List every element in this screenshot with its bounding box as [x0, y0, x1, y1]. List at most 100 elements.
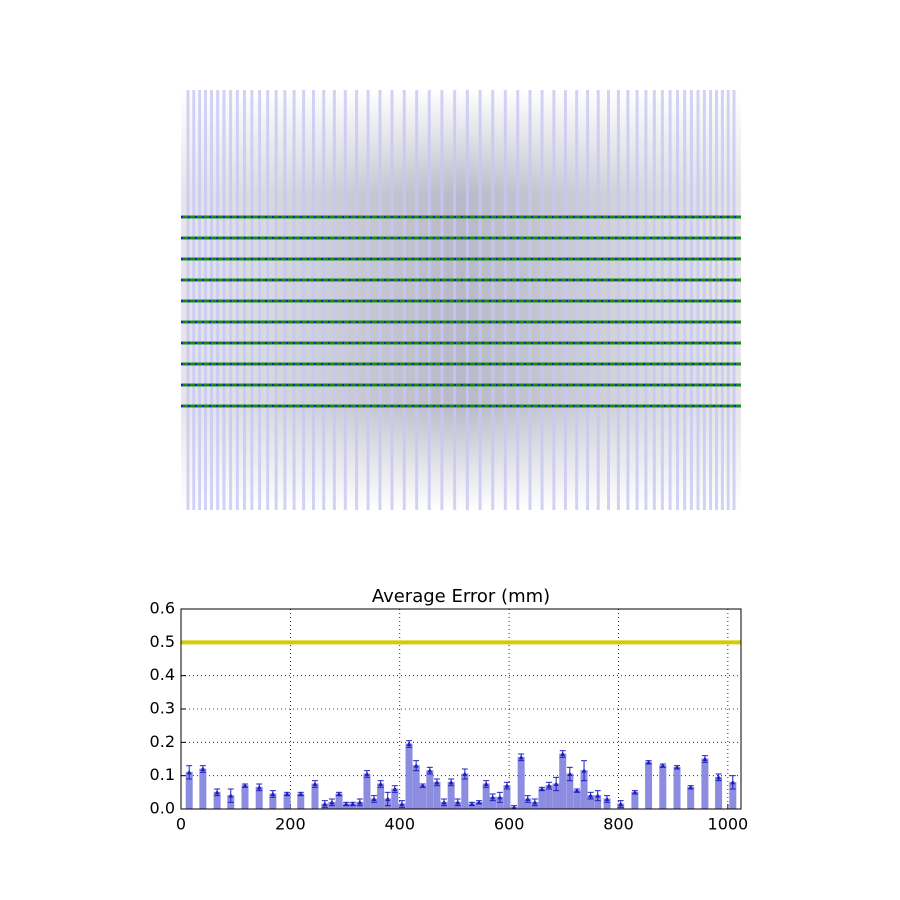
bar: [659, 765, 667, 810]
point-marker: [378, 781, 384, 786]
point-marker: [595, 793, 601, 798]
point-marker: [660, 763, 666, 768]
bar: [715, 776, 723, 810]
axes-frame: [180, 608, 742, 810]
point-marker: [392, 786, 398, 791]
point-marker: [688, 784, 694, 790]
point-marker: [228, 793, 234, 798]
point-marker: [504, 783, 510, 788]
point-marker: [364, 771, 370, 776]
point-marker: [399, 801, 405, 806]
image-panel: [181, 90, 741, 510]
bar: [199, 768, 207, 810]
point-marker: [483, 781, 489, 786]
point-marker: [618, 801, 624, 806]
bar: [631, 791, 639, 810]
point-marker: [518, 754, 524, 760]
point-marker: [270, 791, 276, 796]
bar: [673, 766, 681, 810]
point-marker: [525, 796, 531, 801]
point-marker: [371, 796, 377, 801]
x-tick-label: 200: [275, 815, 306, 834]
bar: [241, 785, 249, 810]
bar: [297, 793, 305, 810]
x-tick-label: 400: [384, 815, 415, 834]
chart-title: Average Error (mm): [372, 586, 550, 607]
bar: [419, 785, 427, 810]
x-tick-label: 1000: [708, 815, 749, 834]
bar: [426, 770, 434, 810]
point-marker: [646, 759, 652, 765]
point-marker: [674, 764, 680, 770]
point-marker: [511, 804, 517, 810]
y-tick-label: 0.6: [150, 599, 175, 618]
point-marker: [434, 779, 440, 785]
bar: [363, 773, 371, 810]
point-marker: [413, 763, 419, 768]
point-marker: [284, 791, 290, 796]
bar: [701, 758, 709, 810]
point-marker: [312, 781, 318, 786]
y-tick-label: 0.5: [150, 632, 175, 651]
y-tick-label: 0.0: [150, 799, 175, 818]
point-marker: [242, 783, 248, 788]
point-marker: [441, 799, 447, 805]
point-marker: [256, 784, 262, 790]
point-marker: [539, 786, 545, 791]
point-marker: [716, 774, 722, 780]
bar: [335, 793, 343, 810]
point-marker: [730, 779, 736, 785]
point-marker: [186, 769, 192, 775]
point-marker: [604, 796, 610, 801]
point-marker: [581, 768, 587, 773]
point-marker: [469, 801, 475, 806]
bar: [538, 788, 546, 810]
x-tick-label: 800: [603, 815, 634, 834]
bar: [559, 753, 567, 810]
bar: [573, 790, 581, 810]
point-marker: [200, 766, 206, 771]
point-marker: [574, 788, 580, 793]
y-tick-label: 0.3: [150, 699, 175, 718]
point-marker: [632, 789, 638, 795]
point-marker: [532, 799, 538, 805]
bar: [433, 781, 441, 810]
y-tick-label: 0.2: [150, 732, 175, 751]
bar: [447, 781, 455, 810]
point-marker: [329, 799, 335, 805]
point-marker: [560, 751, 566, 756]
point-marker: [385, 796, 391, 801]
point-marker: [455, 799, 461, 805]
point-marker: [427, 768, 433, 773]
point-marker: [350, 801, 356, 806]
x-tick-label: 600: [494, 815, 525, 834]
bar: [645, 761, 653, 810]
point-marker: [546, 783, 552, 788]
bar: [412, 765, 420, 810]
point-marker: [553, 781, 559, 786]
point-marker: [336, 791, 342, 796]
point-marker: [476, 799, 482, 805]
bar: [517, 756, 525, 810]
point-marker: [497, 794, 503, 800]
point-marker: [588, 793, 594, 798]
point-marker: [406, 741, 412, 746]
point-marker: [298, 791, 304, 796]
point-marker: [462, 771, 468, 776]
point-marker: [702, 756, 708, 761]
point-marker: [490, 794, 496, 800]
point-marker: [420, 783, 426, 788]
y-tick-label: 0.4: [150, 665, 175, 684]
bar: [405, 743, 413, 810]
point-marker: [567, 771, 573, 776]
point-marker: [448, 779, 454, 785]
bar: [283, 793, 291, 810]
point-marker: [343, 801, 349, 806]
y-tick-label: 0.1: [150, 765, 175, 784]
bar: [687, 786, 695, 810]
point-marker: [322, 801, 328, 806]
point-marker: [357, 799, 363, 805]
point-marker: [214, 789, 220, 795]
x-tick-label: 0: [176, 815, 186, 834]
